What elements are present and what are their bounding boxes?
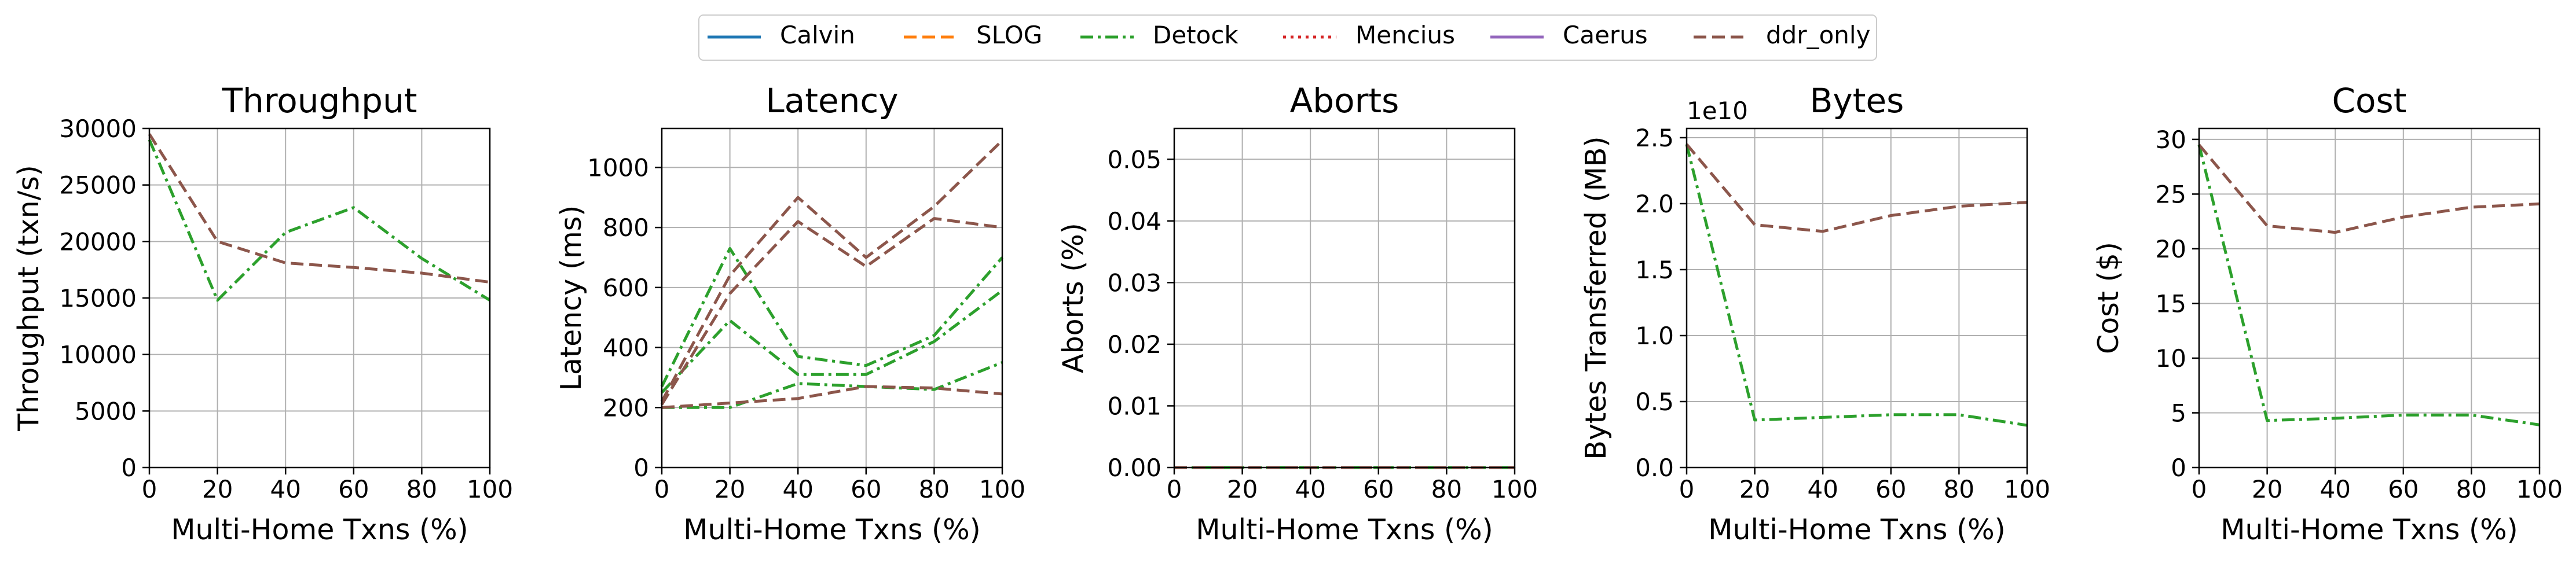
x-axis-label: Multi-Home Txns (%) [2220, 513, 2518, 546]
x-tick-label: 20 [2252, 475, 2282, 503]
legend: Calvin SLOG Detock Mencius Caerus ddr_only [699, 15, 1877, 60]
y-tick-label: 15 [2156, 289, 2186, 318]
x-tick-label: 40 [2320, 475, 2350, 503]
x-tick-label: 80 [1431, 475, 1462, 503]
y-tick-label: 1000 [587, 153, 649, 182]
chart-title: Throughput [222, 81, 417, 120]
x-tick-label: 100 [467, 475, 513, 503]
y-tick-label: 10000 [59, 341, 137, 369]
y-tick-label: 20000 [59, 227, 137, 256]
y-tick-label: 0.01 [1107, 392, 1161, 420]
y-tick-label: 5 [2171, 399, 2186, 427]
chart-title: Latency [765, 81, 898, 120]
y-tick-label: 0.03 [1107, 268, 1161, 297]
y-tick-label: 400 [603, 334, 649, 362]
y-tick-label: 0.00 [1107, 454, 1161, 482]
y-tick-label: 0.04 [1107, 207, 1161, 235]
x-tick-label: 80 [919, 475, 950, 503]
y-tick-label: 5000 [75, 397, 137, 425]
x-tick-label: 80 [1944, 475, 1974, 503]
x-axis-label: Multi-Home Txns (%) [1196, 513, 1493, 546]
y-axis-label: Cost ($) [2092, 242, 2125, 354]
x-tick-label: 20 [714, 475, 745, 503]
legend-label-calvin: Calvin [780, 21, 855, 49]
x-tick-label: 100 [1492, 475, 1538, 503]
x-tick-label: 20 [202, 475, 233, 503]
y-tick-label: 1.5 [1635, 256, 1674, 284]
y-tick-label: 2.5 [1635, 124, 1674, 152]
y-axis-label: Bytes Transferred (MB) [1580, 136, 1613, 459]
x-tick-label: 0 [1167, 475, 1182, 503]
y-tick-label: 0.05 [1107, 145, 1161, 174]
y-tick-label: 0.0 [1635, 454, 1674, 482]
x-tick-label: 0 [2192, 475, 2207, 503]
x-axis-label: Multi-Home Txns (%) [171, 513, 468, 546]
x-tick-label: 40 [782, 475, 813, 503]
y-tick-label: 200 [603, 393, 649, 422]
chart-title: Cost [2332, 81, 2407, 120]
legend-label-mencius: Mencius [1355, 21, 1455, 49]
x-tick-label: 0 [142, 475, 157, 503]
y-tick-label: 30000 [59, 115, 137, 143]
y-axis-label: Throughput (txn/s) [12, 165, 45, 432]
x-axis-label: Multi-Home Txns (%) [683, 513, 981, 546]
x-tick-label: 100 [979, 475, 1025, 503]
x-tick-label: 60 [851, 475, 881, 503]
x-tick-label: 100 [2516, 475, 2563, 503]
x-tick-label: 20 [1739, 475, 1770, 503]
y-tick-label: 25000 [59, 171, 137, 200]
x-tick-label: 60 [338, 475, 369, 503]
x-tick-label: 40 [270, 475, 301, 503]
y-tick-label: 0.5 [1635, 388, 1674, 416]
x-tick-label: 40 [1295, 475, 1325, 503]
chart-title: Bytes [1810, 81, 1904, 120]
legend-label-detock: Detock [1153, 21, 1238, 49]
y-tick-label: 30 [2156, 126, 2186, 154]
y-tick-label: 25 [2156, 180, 2186, 208]
y-tick-label: 15000 [59, 284, 137, 312]
y-tick-label: 10 [2156, 344, 2186, 373]
x-tick-label: 80 [406, 475, 437, 503]
x-tick-label: 40 [1807, 475, 1838, 503]
x-tick-label: 60 [1875, 475, 1906, 503]
y-tick-label: 2.0 [1635, 190, 1674, 218]
y-axis-label: Aborts (%) [1057, 223, 1090, 373]
legend-label-slog: SLOG [976, 21, 1042, 49]
x-tick-label: 60 [2388, 475, 2419, 503]
y-tick-label: 0.02 [1107, 330, 1161, 359]
legend-label-caerus: Caerus [1563, 21, 1648, 49]
y-tick-label: 0 [2171, 454, 2186, 482]
x-tick-label: 100 [2004, 475, 2050, 503]
legend-label-ddr_only: ddr_only [1766, 21, 1870, 49]
x-tick-label: 80 [2456, 475, 2487, 503]
y-tick-label: 1.0 [1635, 322, 1674, 350]
x-tick-label: 0 [1679, 475, 1695, 503]
x-tick-label: 0 [654, 475, 670, 503]
x-tick-label: 20 [1227, 475, 1258, 503]
chart-title: Aborts [1290, 81, 1399, 120]
y-tick-label: 600 [603, 274, 649, 302]
y-tick-label: 20 [2156, 235, 2186, 263]
axis-offset-label: 1e10 [1687, 97, 1748, 125]
y-tick-label: 0 [121, 454, 137, 482]
x-axis-label: Multi-Home Txns (%) [1708, 513, 2006, 546]
x-tick-label: 60 [1363, 475, 1394, 503]
y-axis-label: Latency (ms) [555, 205, 588, 391]
y-tick-label: 800 [603, 214, 649, 242]
y-tick-label: 0 [633, 454, 649, 482]
